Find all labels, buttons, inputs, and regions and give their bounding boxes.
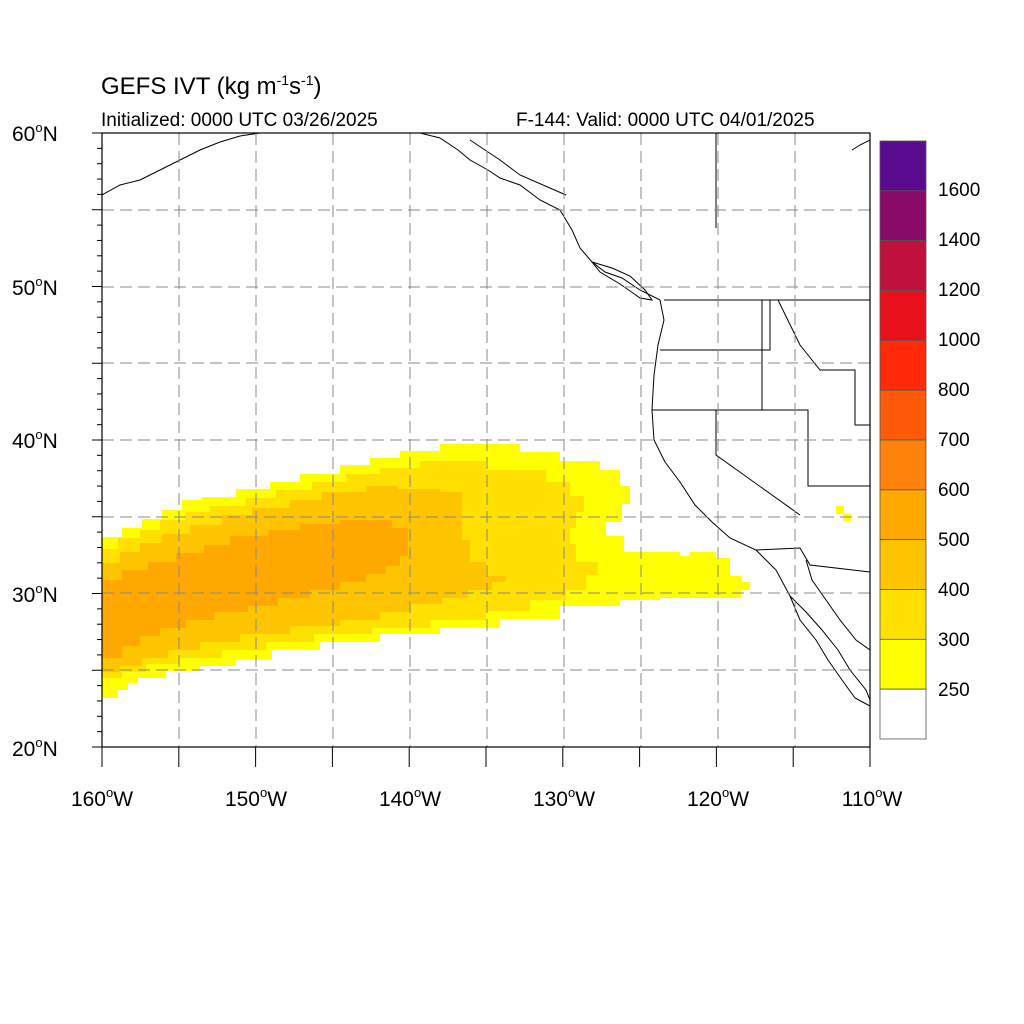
lon-label-160: 160oW	[70, 785, 134, 811]
state-border-or-ca	[652, 409, 870, 487]
lon-label-120: 120oW	[686, 785, 750, 811]
colorbar-label: 1200	[938, 280, 981, 301]
gulf-of-california	[805, 559, 870, 651]
title-sup-1: -1	[276, 72, 290, 88]
colorbar-label: 1000	[938, 330, 981, 351]
title-end: )	[313, 73, 322, 100]
colorbar-label: 600	[938, 480, 970, 501]
canada-us-border	[664, 133, 870, 301]
graticule	[102, 133, 870, 747]
lon-label-140: 140oW	[378, 785, 442, 811]
axis-ticks	[92, 132, 871, 767]
state-border-wa-or	[660, 300, 771, 351]
colorbar-swatch	[879, 539, 927, 590]
us-mexico-border	[755, 547, 870, 573]
colorbar-swatch	[879, 140, 927, 192]
political-borders	[469, 133, 870, 573]
vancouver-island	[590, 261, 654, 301]
colorbar-swatch	[879, 638, 927, 690]
colorbar-swatch	[879, 290, 927, 341]
ivt-patch	[836, 506, 844, 514]
valid-time: F-144: Valid: 0000 UTC 04/01/2025	[516, 110, 815, 131]
map-title: GEFS IVT (kg m-1s-1)	[101, 72, 322, 101]
hudson-bay-edge	[851, 139, 870, 151]
state-border-id	[761, 299, 870, 426]
lat-label-40: 40oN	[12, 427, 58, 453]
alaska-coast	[102, 133, 261, 196]
lon-label-110: 110oW	[841, 785, 903, 811]
init-time: Initialized: 0000 UTC 03/26/2025	[101, 110, 378, 131]
colorbar-label: 300	[938, 630, 970, 651]
lat-label-60: 60oN	[12, 120, 58, 146]
lon-label-150: 150oW	[224, 785, 288, 811]
lat-label-50: 50oN	[12, 274, 58, 300]
ivt-shading	[102, 444, 851, 698]
title-sup-2: -1	[301, 72, 314, 88]
lat-label-30: 30oN	[12, 581, 58, 607]
colorbar-swatch	[879, 589, 927, 640]
colorbar	[879, 140, 927, 740]
title-text: GEFS IVT (kg m	[101, 73, 277, 100]
colorbar-label: 1600	[938, 180, 981, 201]
canada-inner-border	[469, 139, 567, 196]
colorbar-label: 700	[938, 430, 970, 451]
lon-label-130: 130oW	[532, 785, 596, 811]
colorbar-label: 1400	[938, 230, 981, 251]
colorbar-label: 800	[938, 380, 970, 401]
colorbar-swatch	[879, 339, 927, 391]
colorbar-label: 500	[938, 530, 970, 551]
title-mid: s	[289, 73, 302, 100]
colorbar-swatch	[879, 688, 927, 740]
lat-label-20: 20oN	[12, 735, 58, 761]
colorbar-swatch	[879, 240, 927, 291]
state-border-ca-nv	[715, 410, 801, 516]
colorbar-swatch	[879, 489, 927, 541]
colorbar-label: 400	[938, 580, 970, 601]
colorbar-swatch	[879, 190, 927, 242]
baja-peninsula	[789, 595, 870, 707]
colorbar-swatch	[879, 389, 927, 441]
colorbar-swatch	[879, 439, 927, 491]
colorbar-label: 250	[938, 680, 970, 701]
